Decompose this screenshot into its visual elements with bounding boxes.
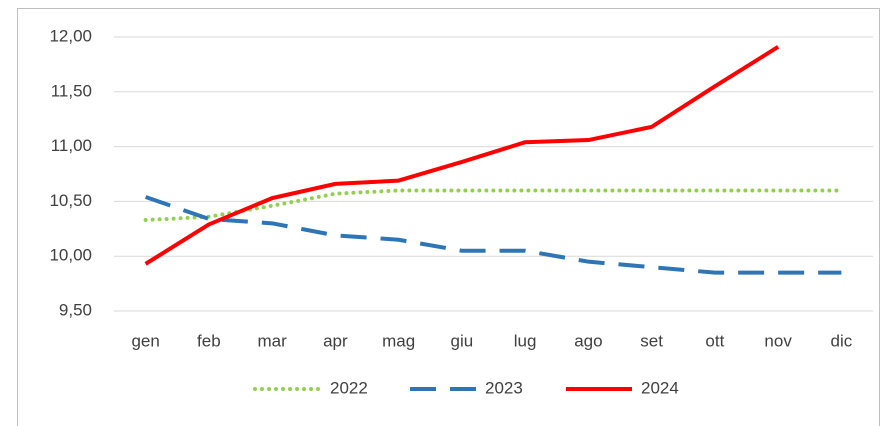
series-line (143, 188, 844, 223)
y-tick-label: 10,00 (49, 246, 92, 265)
x-tick-label: mag (382, 331, 415, 350)
y-tick-label: 10,50 (49, 191, 92, 210)
y-tick-label: 9,50 (59, 300, 92, 319)
series-line (144, 45, 780, 266)
x-tick-label: mar (257, 331, 287, 350)
x-tick-label: feb (197, 331, 221, 350)
y-tick-label: 12,00 (49, 26, 92, 45)
x-tick-label: gen (131, 331, 159, 350)
legend-label: 2024 (641, 378, 679, 397)
x-tick-label: dic (831, 331, 853, 350)
x-tick-label: ott (705, 331, 724, 350)
chart-frame (17, 8, 880, 426)
legend-label: 2023 (485, 378, 523, 397)
x-tick-label: nov (764, 331, 792, 350)
legend-label: 2022 (330, 378, 368, 397)
x-tick-label: set (640, 331, 663, 350)
x-tick-label: giu (451, 331, 474, 350)
y-tick-label: 11,00 (51, 136, 92, 155)
x-tick-label: apr (323, 331, 348, 350)
x-tick-label: lug (514, 331, 537, 350)
y-tick-label: 11,50 (51, 81, 92, 100)
x-tick-label: ago (574, 331, 602, 350)
